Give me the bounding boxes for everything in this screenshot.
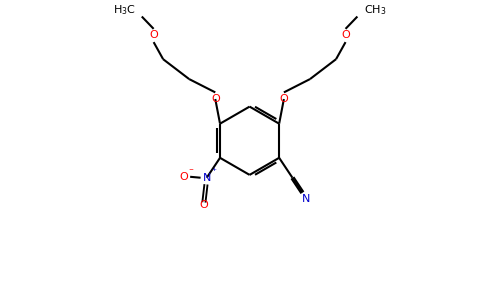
Text: $^-$: $^-$: [187, 166, 195, 175]
Text: N: N: [302, 194, 311, 204]
Text: O: O: [199, 200, 208, 210]
Text: O: O: [341, 31, 350, 40]
Text: $^+$: $^+$: [210, 167, 217, 176]
Text: O: O: [180, 172, 188, 182]
Text: H$_3$C: H$_3$C: [113, 4, 136, 17]
Text: N: N: [203, 173, 211, 183]
Text: O: O: [149, 31, 158, 40]
Text: O: O: [280, 94, 288, 104]
Text: O: O: [211, 94, 220, 104]
Text: CH$_3$: CH$_3$: [363, 4, 386, 17]
